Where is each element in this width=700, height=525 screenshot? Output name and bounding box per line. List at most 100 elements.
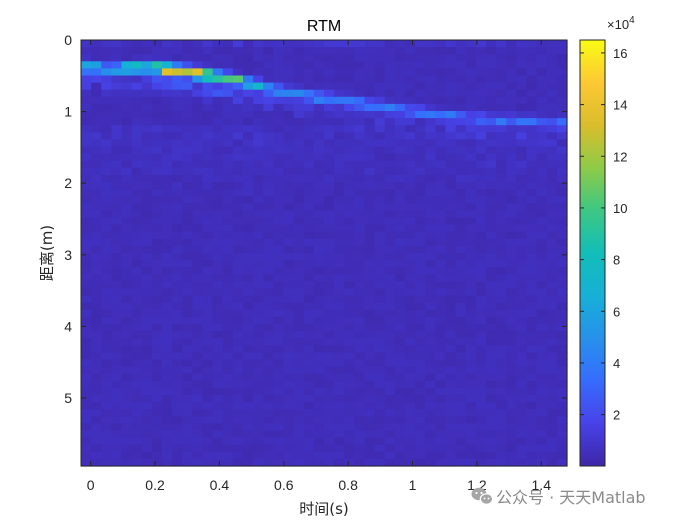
heatmap-cell: [141, 132, 153, 140]
heatmap-cell: [415, 96, 426, 105]
heatmap-cell: [364, 167, 376, 176]
heatmap-cell: [253, 395, 264, 403]
heatmap-cell: [273, 182, 285, 190]
heatmap-cell: [283, 458, 295, 467]
heatmap-cell: [253, 281, 264, 290]
heatmap-cell: [465, 402, 477, 410]
heatmap-cell: [263, 451, 274, 460]
heatmap-cell: [536, 196, 548, 204]
heatmap-cell: [425, 217, 436, 226]
heatmap-cell: [496, 189, 507, 197]
heatmap-cell: [151, 366, 163, 375]
heatmap-cell: [121, 160, 133, 169]
heatmap-cell: [212, 217, 224, 226]
heatmap-cell: [162, 61, 173, 69]
heatmap-cell: [506, 174, 517, 183]
heatmap-cell: [516, 89, 528, 98]
heatmap-cell: [172, 196, 183, 204]
heatmap-cell: [394, 416, 406, 424]
heatmap-cell: [293, 182, 305, 190]
heatmap-cell: [445, 373, 457, 382]
y-tick-label: 4: [64, 318, 72, 334]
heatmap-cell: [415, 444, 426, 453]
heatmap-cell: [303, 103, 315, 112]
heatmap-cell: [455, 324, 467, 332]
heatmap-cell: [405, 274, 416, 282]
heatmap-cell: [546, 203, 558, 211]
heatmap-cell: [324, 167, 335, 176]
heatmap-cell: [506, 324, 517, 332]
heatmap-cell: [384, 103, 396, 112]
heatmap-cell: [354, 267, 366, 275]
heatmap-cell: [101, 387, 112, 396]
heatmap-cell: [151, 167, 163, 176]
heatmap-cell: [405, 458, 416, 467]
heatmap-cell: [91, 402, 102, 410]
heatmap-cell: [243, 253, 254, 261]
heatmap-cell: [151, 409, 163, 417]
heatmap-cell: [405, 373, 416, 382]
heatmap-cell: [334, 395, 345, 403]
heatmap-cell: [111, 217, 123, 226]
heatmap-cell: [394, 345, 406, 353]
heatmap-cell: [486, 68, 497, 77]
heatmap-cell: [172, 47, 183, 55]
heatmap-cell: [536, 210, 548, 219]
heatmap-cell: [405, 437, 416, 446]
heatmap-cell: [172, 267, 183, 275]
heatmap-cell: [111, 245, 123, 254]
heatmap-cell: [415, 331, 426, 339]
heatmap-cell: [455, 174, 467, 183]
heatmap-cell: [506, 160, 517, 169]
heatmap-cell: [486, 153, 497, 162]
heatmap-cell: [81, 189, 92, 197]
heatmap-cell: [546, 118, 558, 126]
heatmap-cell: [435, 281, 447, 290]
heatmap-cell: [455, 267, 467, 275]
heatmap-cell: [232, 316, 244, 325]
heatmap-cell: [151, 231, 163, 240]
heatmap-cell: [324, 96, 335, 105]
heatmap-cell: [486, 352, 497, 361]
heatmap-cell: [354, 89, 366, 98]
heatmap-cell: [91, 139, 102, 148]
heatmap-cell: [374, 103, 386, 112]
heatmap-cell: [486, 217, 497, 226]
heatmap-cell: [455, 260, 467, 268]
heatmap-cell: [374, 373, 386, 382]
heatmap-cell: [91, 111, 102, 119]
heatmap-cell: [516, 103, 528, 112]
heatmap-cell: [202, 61, 214, 69]
heatmap-cell: [141, 423, 153, 432]
heatmap-cell: [394, 217, 406, 226]
heatmap-cell: [425, 331, 436, 339]
heatmap-cell: [506, 118, 517, 126]
heatmap-cell: [425, 409, 436, 417]
heatmap-cell: [415, 437, 426, 446]
heatmap-cell: [324, 132, 335, 140]
heatmap-cell: [415, 118, 426, 126]
heatmap-cell: [486, 47, 497, 55]
heatmap-cell: [172, 380, 183, 389]
heatmap-cell: [516, 274, 528, 282]
heatmap-cell: [546, 302, 558, 311]
heatmap-cell: [303, 444, 315, 453]
heatmap-cell: [334, 68, 345, 77]
heatmap-cell: [243, 103, 254, 112]
heatmap-cell: [212, 281, 224, 290]
heatmap-cell: [546, 103, 558, 112]
heatmap-cell: [546, 132, 558, 140]
heatmap-cell: [384, 352, 396, 361]
heatmap-cell: [263, 288, 274, 297]
heatmap-cell: [111, 302, 123, 311]
heatmap-cell: [313, 182, 325, 190]
heatmap-cell: [222, 203, 234, 211]
heatmap-cell: [465, 132, 477, 140]
heatmap-cell: [465, 267, 477, 275]
heatmap-cell: [475, 437, 487, 446]
heatmap-cell: [516, 316, 528, 325]
heatmap-cell: [394, 437, 406, 446]
heatmap-cell: [273, 437, 285, 446]
heatmap-cell: [496, 139, 507, 148]
heatmap-cell: [324, 111, 335, 119]
